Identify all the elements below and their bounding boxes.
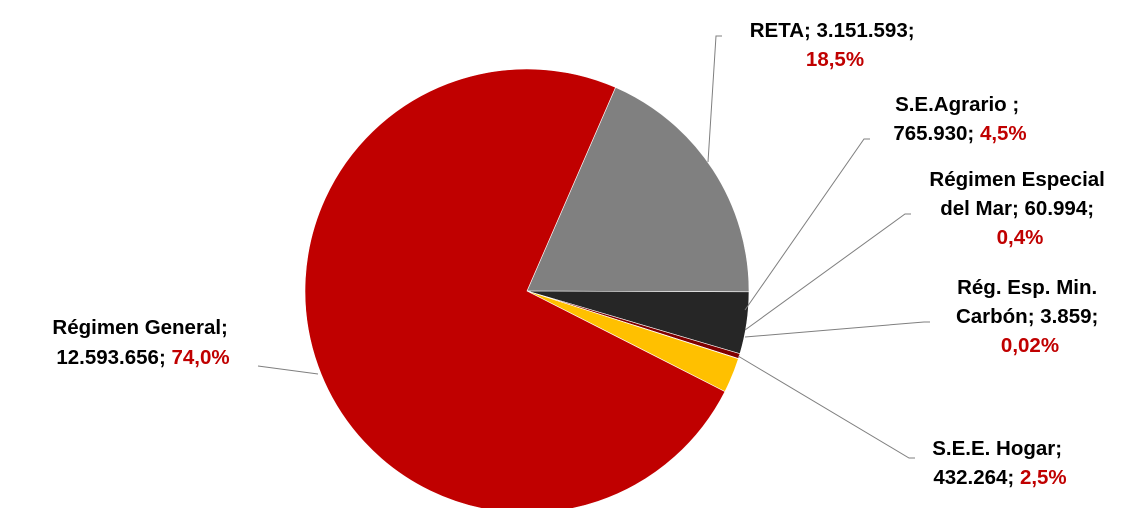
leader-line-mar (744, 213, 911, 331)
label-agrario-percent: 4,5% (980, 122, 1027, 145)
label-reta: RETA; 3.151.593; 18,5% (750, 19, 921, 71)
leader-line-carbon (744, 321, 930, 338)
leader-line-reta (707, 35, 722, 163)
label-reta-percent: 18,5% (806, 48, 864, 71)
label-hogar-line2: 432.264; 2,5% (933, 466, 1066, 489)
label-agrario-line2: 765.930; 4,5% (893, 122, 1026, 145)
label-mar-line1: Régimen Especial (929, 168, 1104, 191)
label-carbon-percent: 0,02% (1001, 334, 1059, 357)
label-hogar-percent: 2,5% (1020, 466, 1067, 489)
label-general-percent: 74,0% (171, 346, 229, 369)
leader-line-general (257, 365, 319, 375)
label-general-value: 12.593.656; (56, 346, 171, 369)
pie-slices (304, 68, 750, 508)
label-hogar-value: 432.264; (933, 466, 1020, 489)
label-mar-percent: 0,4% (997, 226, 1044, 249)
label-carbon-line2: Carbón; 3.859; (956, 305, 1098, 328)
label-agrario: S.E.Agrario ; 765.930; 4,5% (893, 93, 1026, 145)
label-mar-line2: del Mar; 60.994; (940, 197, 1094, 220)
label-carbon-line1: Rég. Esp. Min. (957, 276, 1097, 299)
pie-slice-reta (526, 87, 750, 293)
label-mar: Régimen Especial del Mar; 60.994; 0,4% (929, 168, 1110, 249)
label-general-line2: 12.593.656; 74,0% (56, 346, 229, 369)
leader-line-agrario (744, 138, 870, 311)
label-general-line1: Régimen General; (52, 316, 227, 339)
label-hogar: S.E.E. Hogar; 432.264; 2,5% (932, 437, 1068, 489)
pie-slice-régimen-general (304, 68, 726, 508)
label-carbon: Rég. Esp. Min. Carbón; 3.859; 0,02% (956, 276, 1104, 357)
label-hogar-line1: S.E.E. Hogar; (932, 437, 1062, 460)
label-general: Régimen General; 12.593.656; 74,0% (52, 316, 233, 369)
leader-line-hogar (737, 355, 915, 459)
label-reta-line1: RETA; 3.151.593; (750, 19, 915, 42)
label-agrario-line1: S.E.Agrario ; (895, 93, 1019, 116)
leader-lines (257, 35, 930, 459)
label-agrario-value: 765.930; (893, 122, 980, 145)
